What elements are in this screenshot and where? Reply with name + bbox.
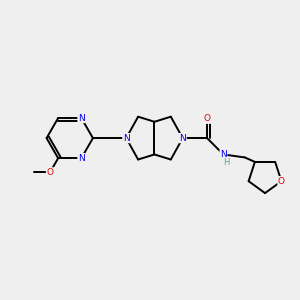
Text: O: O	[46, 168, 53, 177]
Text: H: H	[223, 158, 230, 167]
Text: O: O	[278, 177, 285, 186]
Text: N: N	[123, 134, 130, 142]
Text: N: N	[220, 150, 227, 159]
Text: N: N	[78, 154, 85, 163]
Text: N: N	[78, 113, 85, 122]
Text: O: O	[204, 114, 211, 123]
Text: N: N	[179, 134, 186, 142]
